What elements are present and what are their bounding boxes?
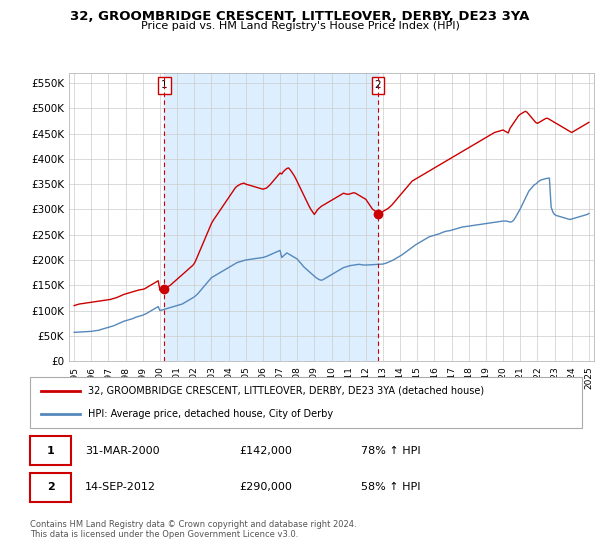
Text: 1: 1 [47,446,55,456]
Text: HPI: Average price, detached house, City of Derby: HPI: Average price, detached house, City… [88,409,333,419]
FancyBboxPatch shape [30,473,71,502]
FancyBboxPatch shape [30,436,71,465]
Text: 32, GROOMBRIDGE CRESCENT, LITTLEOVER, DERBY, DE23 3YA: 32, GROOMBRIDGE CRESCENT, LITTLEOVER, DE… [70,10,530,23]
Text: 1: 1 [161,81,167,91]
Text: 32, GROOMBRIDGE CRESCENT, LITTLEOVER, DERBY, DE23 3YA (detached house): 32, GROOMBRIDGE CRESCENT, LITTLEOVER, DE… [88,386,484,396]
Text: 58% ↑ HPI: 58% ↑ HPI [361,482,421,492]
Text: 31-MAR-2000: 31-MAR-2000 [85,446,160,456]
Bar [164,73,378,361]
Text: 14-SEP-2012: 14-SEP-2012 [85,482,156,492]
Text: Contains HM Land Registry data © Crown copyright and database right 2024.
This d: Contains HM Land Registry data © Crown c… [30,520,356,539]
Text: Price paid vs. HM Land Registry's House Price Index (HPI): Price paid vs. HM Land Registry's House … [140,21,460,31]
FancyBboxPatch shape [30,377,582,428]
Text: 2: 2 [47,482,55,492]
Text: £290,000: £290,000 [240,482,293,492]
Text: 2: 2 [374,81,382,91]
Text: £142,000: £142,000 [240,446,293,456]
Text: 78% ↑ HPI: 78% ↑ HPI [361,446,421,456]
